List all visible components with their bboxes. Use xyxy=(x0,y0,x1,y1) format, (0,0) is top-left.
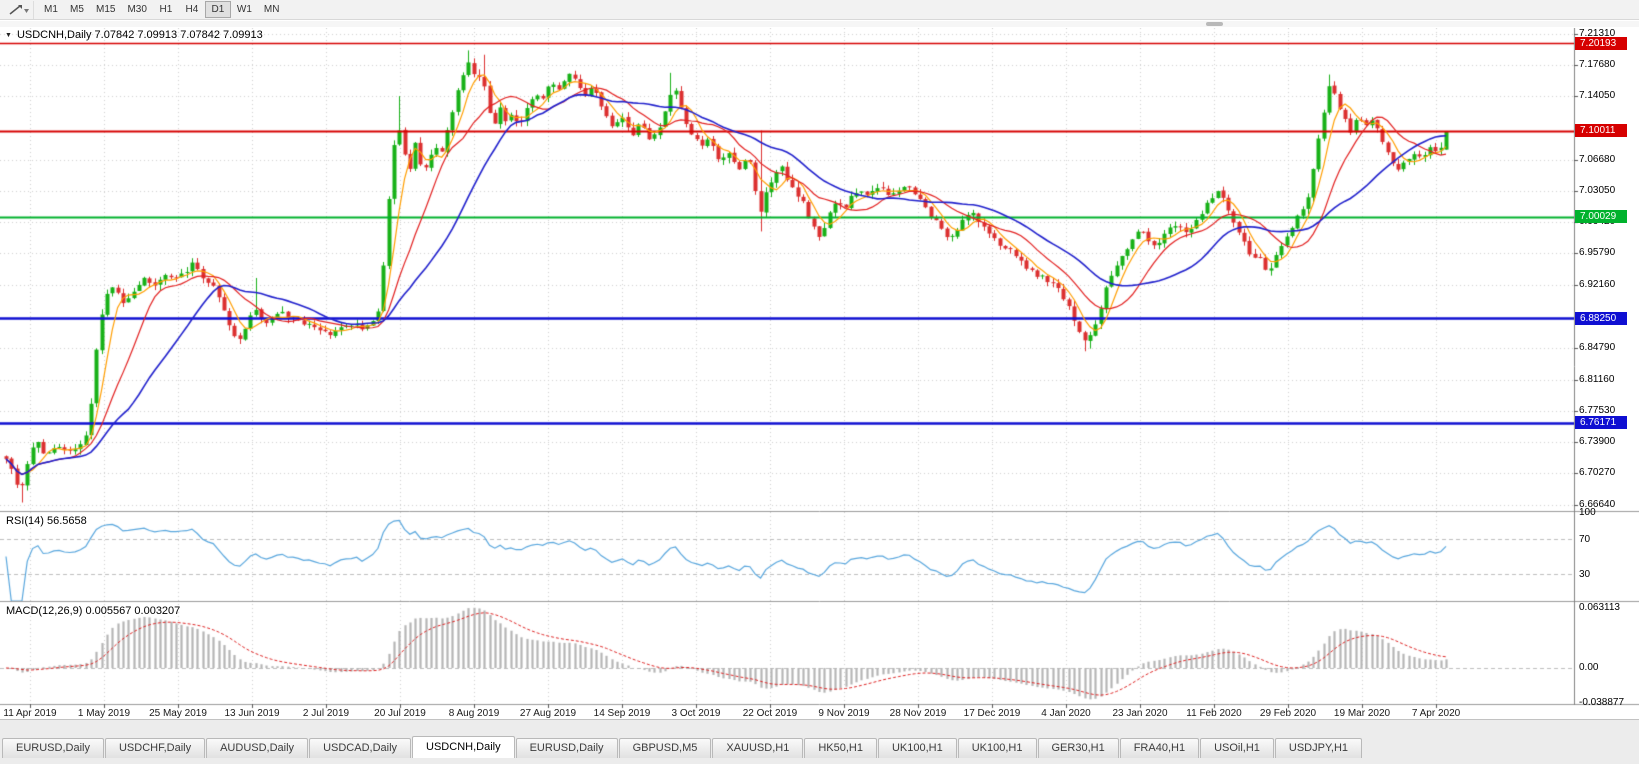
price-axis-label: 6.92160 xyxy=(1579,278,1616,290)
chart-title-text: USDCNH,Daily 7.07842 7.09913 7.07842 7.0… xyxy=(16,29,263,41)
rsi-level-label: 30 xyxy=(1579,569,1591,581)
date-axis-label: 11 Apr 2019 xyxy=(3,708,57,719)
date-axis-label: 11 Feb 2020 xyxy=(1186,708,1242,719)
price-axis-label: 6.73900 xyxy=(1579,436,1616,448)
price-axis-label: 6.66640 xyxy=(1579,498,1616,510)
chart-tab[interactable]: AUDUSD,Daily xyxy=(206,738,309,758)
chart-tab[interactable]: EURUSD,Daily xyxy=(2,738,104,758)
price-badge: 7.10011 xyxy=(1575,124,1627,138)
price-axis-label: 6.84790 xyxy=(1579,342,1616,354)
timeframe-toolbar: M1 M5 M15 M30 H1 H4 D1 W1 MN xyxy=(0,0,1639,20)
rsi-indicator-label: RSI(14) 56.5658 xyxy=(6,515,87,527)
timeframe-button-m30[interactable]: M30 xyxy=(127,4,147,15)
timeframe-button-h4[interactable]: H4 xyxy=(185,4,199,15)
date-axis-label: 14 Sep 2019 xyxy=(593,708,651,719)
chart-title: ▼ USDCNH,Daily 7.07842 7.09913 7.07842 7… xyxy=(5,29,263,41)
macd-axis-label: 0.063113 xyxy=(1579,602,1620,614)
rsi-level-label: 100 xyxy=(1579,507,1596,518)
macd-indicator-label: MACD(12,26,9) 0.005567 0.003207 xyxy=(6,605,181,617)
date-axis-label: 3 Oct 2019 xyxy=(671,708,721,719)
chart-canvas[interactable] xyxy=(0,28,1639,719)
chart-dropdown-icon[interactable]: ▼ xyxy=(5,31,12,39)
date-axis-label: 23 Jan 2020 xyxy=(1112,708,1168,719)
date-axis-label: 19 Mar 2020 xyxy=(1333,708,1391,719)
date-axis-label: 22 Oct 2019 xyxy=(742,708,798,719)
date-axis-label: 29 Feb 2020 xyxy=(1259,708,1317,719)
price-axis-label: 6.77530 xyxy=(1579,404,1616,416)
price-axis-label: 7.14050 xyxy=(1579,90,1616,102)
price-badge: 6.88250 xyxy=(1575,311,1627,325)
date-axis-label: 20 Jul 2019 xyxy=(374,708,426,719)
date-axis-label: 1 May 2019 xyxy=(77,708,131,719)
chart-tabbar: EURUSD,Daily USDCHF,Daily AUDUSD,Daily USDC… xyxy=(0,719,1639,764)
chart-scrollbar-thumb[interactable] xyxy=(1206,22,1223,26)
date-axis-label: 4 Jan 2020 xyxy=(1041,708,1091,719)
price-badge: 6.76171 xyxy=(1575,416,1627,430)
price-axis-label: 6.95790 xyxy=(1579,247,1616,259)
date-axis-label: 17 Dec 2019 xyxy=(963,708,1021,719)
chart-tab[interactable]: FRA40,H1 xyxy=(1119,738,1200,758)
chart-tab[interactable]: XAUUSD,H1 xyxy=(712,738,804,758)
date-axis-label: 8 Aug 2019 xyxy=(448,708,500,719)
chart-tab[interactable]: USOil,H1 xyxy=(1200,738,1274,758)
chart-scrollbar[interactable] xyxy=(0,21,1639,27)
chart-tab[interactable]: GBPUSD,M5 xyxy=(618,738,712,758)
timeframe-button-w1[interactable]: W1 xyxy=(236,4,252,15)
trendline-icon xyxy=(9,4,29,15)
chart-tab[interactable]: USDCAD,Daily xyxy=(309,738,412,758)
date-axis-label: 7 Apr 2020 xyxy=(1411,708,1461,719)
price-axis-label: 6.70270 xyxy=(1579,467,1616,479)
macd-axis-label: -0.038877 xyxy=(1579,697,1625,708)
timeframe-button-m1[interactable]: M1 xyxy=(44,4,58,15)
date-axis-label: 13 Jun 2019 xyxy=(224,708,280,719)
chart-tab[interactable]: HK50,H1 xyxy=(804,738,877,758)
timeframe-buttons: M1 M5 M15 M30 H1 H4 D1 W1 MN xyxy=(38,1,285,18)
chart-tab-active[interactable]: USDCNH,Daily xyxy=(412,736,515,758)
date-axis-label: 25 May 2019 xyxy=(149,708,207,719)
chart-tab[interactable]: UK100,H1 xyxy=(877,738,957,758)
date-axis-label: 28 Nov 2019 xyxy=(889,708,947,719)
date-axis-label: 2 Jul 2019 xyxy=(302,708,350,719)
price-axis-label: 7.17680 xyxy=(1579,58,1616,70)
rsi-level-label: 70 xyxy=(1579,533,1591,545)
date-axis-label: 27 Aug 2019 xyxy=(519,708,577,719)
timeframe-button-m15[interactable]: M15 xyxy=(96,4,116,15)
price-badge: 7.00029 xyxy=(1575,210,1627,224)
price-axis-label: 7.03050 xyxy=(1579,184,1616,196)
chart-tab[interactable]: UK100,H1 xyxy=(957,738,1037,758)
timeframe-button-d1[interactable]: D1 xyxy=(204,1,231,18)
macd-axis-label: 0.00 xyxy=(1579,662,1599,673)
timeframe-button-mn[interactable]: MN xyxy=(263,4,280,15)
price-axis-label: 7.06680 xyxy=(1579,153,1616,165)
chart-tab[interactable]: USDCHF,Daily xyxy=(104,738,206,758)
price-badge: 7.20193 xyxy=(1575,36,1627,50)
chart-tabs: EURUSD,Daily USDCHF,Daily AUDUSD,Daily USDC… xyxy=(2,736,1363,758)
chart-tab[interactable]: EURUSD,Daily xyxy=(515,738,618,758)
chart-window: ▼ USDCNH,Daily 7.07842 7.09913 7.07842 7… xyxy=(0,28,1639,719)
timeframe-button-h1[interactable]: H1 xyxy=(159,4,173,15)
chart-tab[interactable]: GER30,H1 xyxy=(1037,738,1119,758)
line-tools-icon[interactable] xyxy=(4,0,34,19)
price-axis-label: 7.21310 xyxy=(1579,27,1616,39)
timeframe-button-m5[interactable]: M5 xyxy=(70,4,84,15)
price-axis-label: 6.81160 xyxy=(1579,373,1615,385)
date-axis-label: 9 Nov 2019 xyxy=(818,708,870,719)
chart-tab[interactable]: USDJPY,H1 xyxy=(1274,738,1363,758)
